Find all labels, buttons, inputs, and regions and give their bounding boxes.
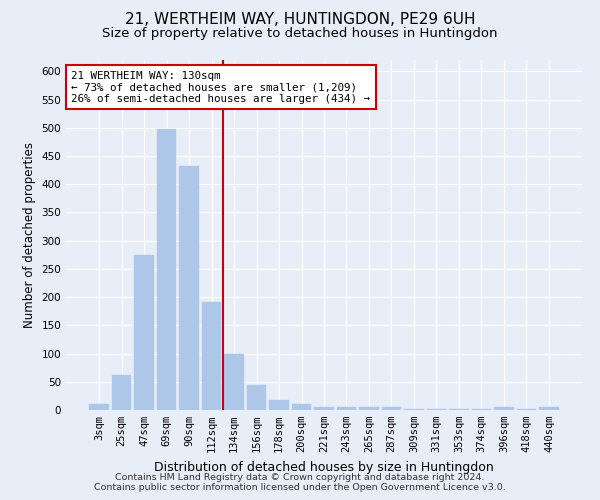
Bar: [224, 354, 244, 410]
Text: Size of property relative to detached houses in Huntingdon: Size of property relative to detached ho…: [102, 28, 498, 40]
Text: 21 WERTHEIM WAY: 130sqm
← 73% of detached houses are smaller (1,209)
26% of semi: 21 WERTHEIM WAY: 130sqm ← 73% of detache…: [71, 70, 370, 104]
Bar: [202, 302, 221, 410]
Bar: [157, 130, 176, 410]
Bar: [382, 407, 401, 410]
Bar: [517, 409, 536, 410]
Bar: [539, 407, 559, 410]
Bar: [269, 400, 289, 410]
Bar: [112, 375, 131, 410]
Text: Contains HM Land Registry data © Crown copyright and database right 2024.
Contai: Contains HM Land Registry data © Crown c…: [94, 473, 506, 492]
Bar: [427, 409, 446, 410]
Bar: [247, 384, 266, 410]
Bar: [359, 407, 379, 410]
Bar: [89, 404, 109, 410]
Y-axis label: Number of detached properties: Number of detached properties: [23, 142, 36, 328]
Bar: [404, 409, 424, 410]
Bar: [292, 404, 311, 410]
X-axis label: Distribution of detached houses by size in Huntingdon: Distribution of detached houses by size …: [154, 460, 494, 473]
Bar: [472, 409, 491, 410]
Bar: [449, 409, 469, 410]
Bar: [134, 255, 154, 410]
Bar: [179, 166, 199, 410]
Bar: [494, 407, 514, 410]
Bar: [337, 407, 356, 410]
Text: 21, WERTHEIM WAY, HUNTINGDON, PE29 6UH: 21, WERTHEIM WAY, HUNTINGDON, PE29 6UH: [125, 12, 475, 28]
Bar: [314, 406, 334, 410]
